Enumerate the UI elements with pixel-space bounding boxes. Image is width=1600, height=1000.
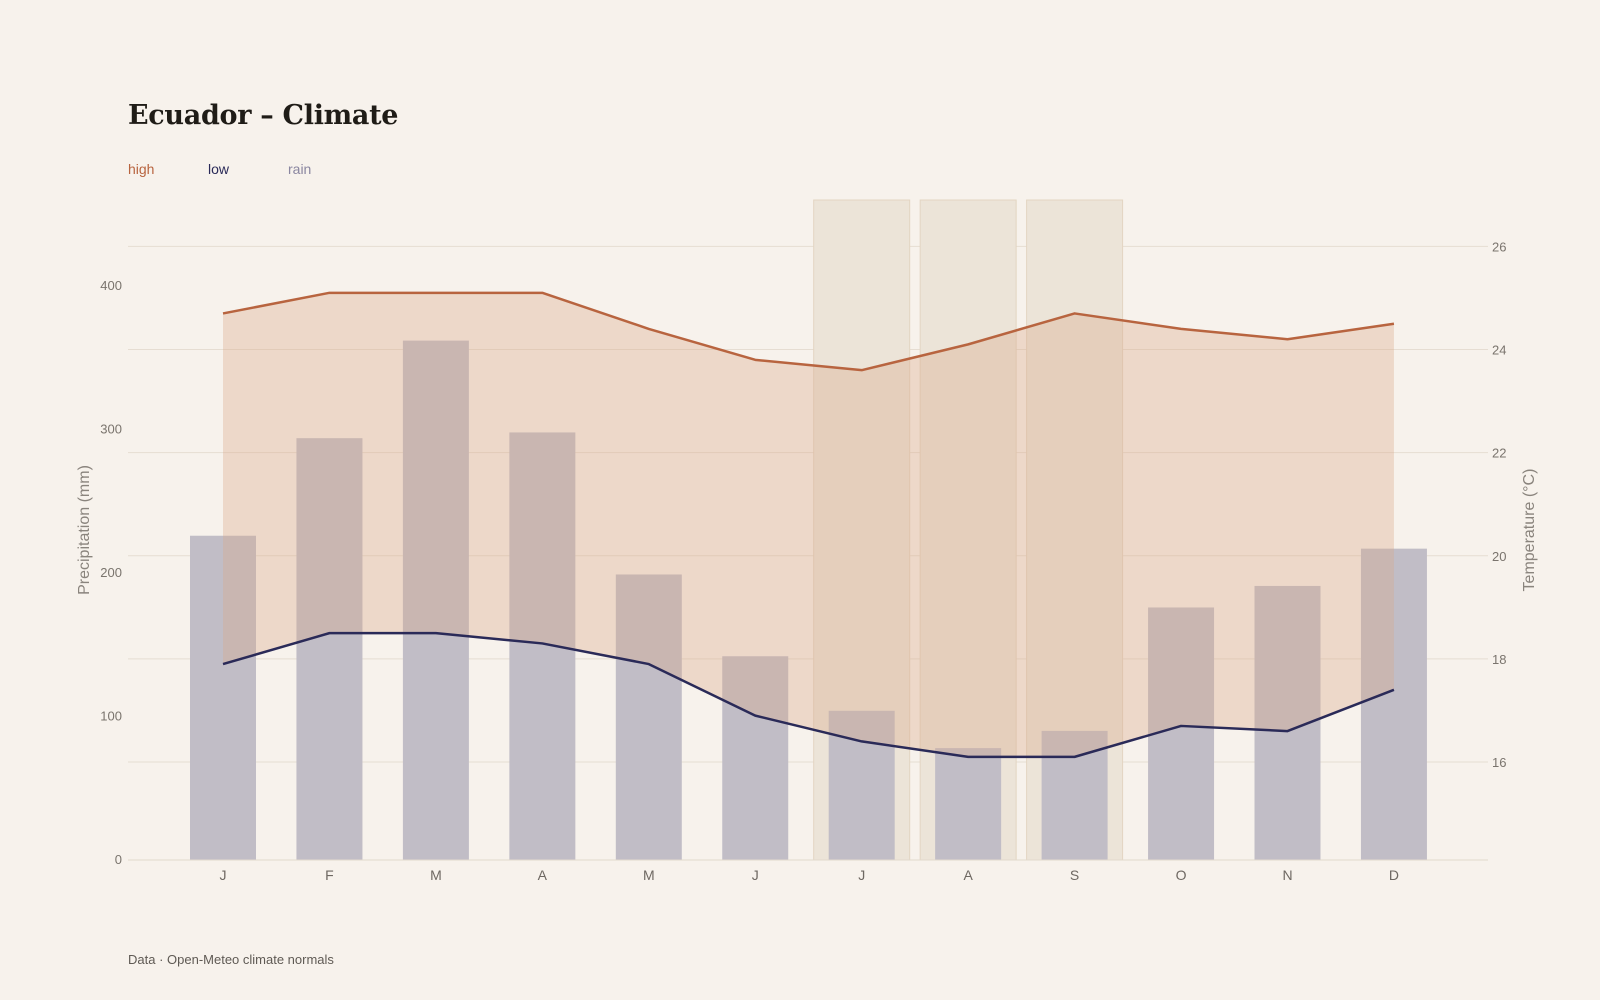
y-left-tick-label: 0: [115, 852, 122, 867]
y-left-tick-label: 200: [100, 565, 122, 580]
y-axis-right-title: Temperature (°C): [1521, 469, 1538, 592]
x-tick-label: M: [643, 867, 655, 883]
x-tick-label: A: [963, 867, 973, 883]
legend-item-low: low: [208, 161, 230, 177]
x-tick-label: J: [858, 867, 865, 883]
y-right-tick-label: 22: [1492, 446, 1506, 461]
rain-bar: [1041, 730, 1108, 860]
rain-bars: [190, 340, 1427, 860]
series-line-high: [222, 291, 1395, 372]
temperature-range-band: [223, 292, 1394, 757]
x-tick-label: O: [1176, 867, 1187, 883]
temperature-lines: [222, 291, 1395, 759]
y-right-tick-label: 18: [1492, 652, 1506, 667]
y-left-tick-label: 100: [100, 709, 122, 724]
x-tick-label: J: [220, 867, 227, 883]
rain-bar: [615, 574, 682, 860]
x-tick-label: S: [1070, 867, 1079, 883]
rain-bar: [1148, 607, 1215, 860]
legend-item-high: high: [128, 161, 155, 177]
rain-bar: [935, 748, 1002, 860]
left-axis-ticks: 0 100 200 300 400: [100, 278, 122, 867]
y-right-tick-label: 24: [1492, 343, 1506, 358]
temperature-band: [223, 292, 1394, 757]
x-tick-label: F: [325, 867, 334, 883]
y-right-tick-label: 20: [1492, 549, 1506, 564]
x-tick-label: A: [538, 867, 548, 883]
x-tick-label: D: [1389, 867, 1399, 883]
x-tick-label: N: [1282, 867, 1292, 883]
y-left-tick-label: 300: [100, 422, 122, 437]
series-line-low: [222, 631, 1395, 759]
rain-bar: [190, 535, 256, 860]
rain-bar: [296, 438, 363, 860]
legend: high low rain: [128, 161, 348, 177]
rain-bar: [509, 432, 576, 860]
y-right-tick-label: 26: [1492, 239, 1506, 254]
x-tick-label: J: [752, 867, 759, 883]
footer-source: Data · Open-Meteo climate normals: [128, 952, 334, 967]
y-right-tick-label: 16: [1492, 755, 1506, 770]
rain-bar: [722, 656, 789, 860]
legend-item-rain: rain: [288, 161, 312, 177]
rain-bar: [1360, 548, 1427, 860]
right-axis-ticks: 16 18 20 22 24 26: [1492, 239, 1506, 770]
x-tick-label: M: [430, 867, 442, 883]
y-axis-left-title: Precipitation (mm): [76, 465, 93, 595]
y-left-tick-label: 400: [100, 278, 122, 293]
rain-bar: [402, 340, 469, 860]
chart-title: Ecuador – Climate: [128, 100, 399, 131]
